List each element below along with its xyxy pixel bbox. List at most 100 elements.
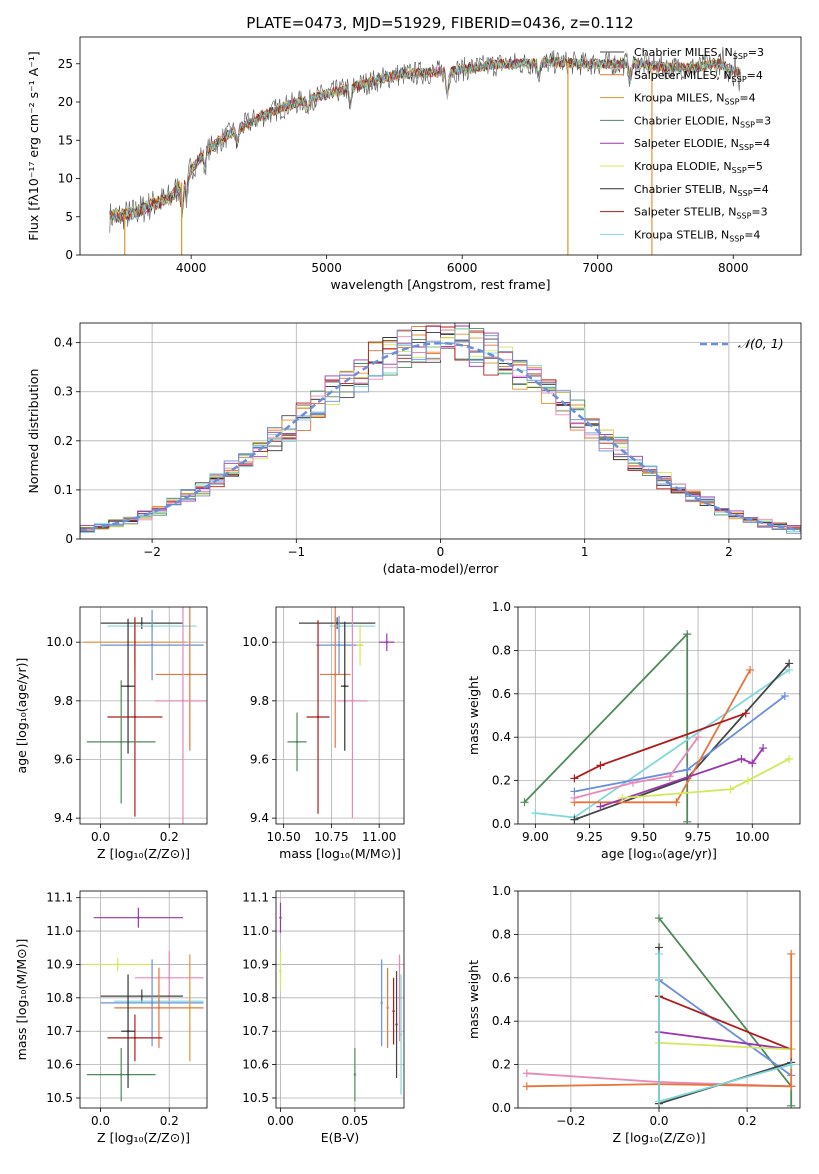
residuals-xtick-label: 1	[581, 545, 589, 559]
data-point	[399, 1033, 403, 1036]
data-point	[133, 715, 137, 719]
mass_vs_ebv-axes: 0.00 0.05 10.5 10.6 10.7 10.8 10.9 11.0 11.1 E(B-…	[242, 890, 405, 1145]
weight_vs_Z-xtick-label: 0.2	[738, 1114, 757, 1128]
data-point	[386, 1006, 389, 1010]
weight_vs_age-ytick-label: 0.4	[492, 730, 511, 744]
data-point	[279, 916, 282, 919]
mass_vs_Z-ytick-label: 10.5	[46, 1091, 73, 1105]
data-point	[316, 715, 320, 719]
legend-entry: Kroupa STELIB, NSSP=4	[634, 228, 760, 243]
data-point	[157, 1006, 161, 1010]
data-point	[188, 1006, 192, 1010]
data-point	[392, 1009, 395, 1013]
weight-point-marker	[746, 665, 755, 674]
weight_vs_age-ytick-label: 0.8	[492, 643, 511, 657]
age_vs_Z-ytick-label: 10.0	[46, 635, 73, 649]
data-point	[168, 976, 171, 979]
legend-entry-value: =3	[748, 46, 764, 59]
age_vs_mass-xtick-label: 10.50	[266, 830, 300, 844]
weight-point-marker	[570, 793, 579, 802]
residuals-xtick-label: −2	[143, 545, 161, 559]
weight-point-marker	[743, 776, 752, 785]
normal-curve	[80, 341, 801, 532]
age_vs_mass-xlabel: mass [log₁₀(M/M⊙)]	[279, 846, 401, 861]
weight-point-marker	[570, 774, 579, 783]
spectrum-frame	[79, 36, 802, 256]
age_vs_Z-xlabel: Z [log₁₀(Z/Z⊙)]	[97, 846, 190, 861]
age_vs_Z-xtick-label: 0.0	[91, 830, 110, 844]
mass_vs_ebv-ytick-label: 10.5	[242, 1091, 269, 1105]
weight-point-marker	[683, 765, 692, 774]
data-point	[395, 1023, 398, 1026]
weight_vs_Z-plot-area	[518, 891, 800, 1108]
legend-entry-name: Salpeter MILES, N	[634, 69, 732, 82]
legend-entry-value: =4	[747, 69, 763, 82]
weight_vs_Z-ytick-label: 0.0	[492, 1101, 511, 1115]
legend-entry-value: =3	[751, 206, 767, 219]
mass_vs_ebv-frame	[275, 890, 405, 1109]
weight-point-marker	[522, 1082, 531, 1091]
residuals-ytick-label: 0.2	[54, 434, 73, 448]
weight-series-line	[622, 758, 790, 799]
figure-title: PLATE=0473, MJD=51929, FIBERID=0436, z=0…	[246, 14, 633, 32]
weight_vs_age-ytick-label: 1.0	[492, 600, 511, 614]
weight_vs_age-axes: 9.00 9.25 9.50 9.75 10.00 0.0 0.2 0.4 0.6 0.8 1.0 a…	[466, 600, 801, 861]
mass_vs_Z-xtick-label: 0.0	[91, 1114, 110, 1128]
mass_vs_Z-ytick-label: 10.9	[46, 957, 73, 971]
data-point	[398, 996, 401, 1000]
ylabel: mass weight	[466, 676, 481, 755]
weight_vs_Z-ytick-label: 0.8	[492, 927, 511, 941]
weight_vs_Z-axes: −0.2 0.0 0.2 0.0 0.2 0.4 0.6 0.8 1.0 Z [log₁₀(Z/Z…	[466, 884, 801, 1145]
weight-point-marker	[785, 659, 794, 668]
residuals-ytick-label: 0	[65, 532, 73, 546]
legend-entry: Chabrier STELIB, NSSP=4	[634, 183, 769, 198]
weight_vs_Z-ytick-label: 0.6	[492, 971, 511, 985]
legend-entry-name: Kroupa MILES, N	[634, 92, 724, 105]
age_vs_mass-xtick-label: 11.00	[362, 830, 396, 844]
spectrum-ytick-label: 5	[65, 210, 73, 224]
mass_vs_Z-axes: 0.0 0.2 10.5 10.6 10.7 10.8 10.9 11.0 11.1 Z [log…	[14, 890, 208, 1145]
residuals-frame	[79, 322, 802, 540]
mass_vs_Z-ytick-label: 10.6	[46, 1058, 73, 1072]
legend-entry: Chabrier ELODIE, NSSP=3	[634, 114, 771, 129]
legend-entry-sub: SSP	[733, 52, 748, 61]
spectrum-xtick-label: 4000	[176, 261, 207, 275]
mass_vs_Z-ytick-label: 11.0	[46, 924, 73, 938]
data-point	[140, 621, 143, 625]
ylabel: Normed distribution	[26, 369, 41, 494]
spectrum-ylabel: Flux [fλ10⁻¹⁷ erg cm⁻² s⁻¹ A⁻¹]	[26, 51, 41, 240]
data-point	[126, 1030, 130, 1033]
data-point	[380, 1001, 383, 1005]
mass_vs_ebv-ytick-label: 11.1	[242, 891, 269, 905]
residuals-xtick-label: −1	[287, 545, 305, 559]
residuals-ytick-label: 0.3	[54, 385, 73, 399]
age_vs_mass-axes: 10.50 10.75 11.00 9.4 9.6 9.8 10.0 mass [log₁₀(…	[242, 606, 405, 861]
spectrum-series-line	[109, 56, 742, 224]
data-point	[279, 969, 282, 973]
legend-entry-sub: SSP	[736, 212, 751, 221]
weight-series-line	[574, 736, 699, 799]
weight-point-marker	[655, 1097, 663, 1106]
weight-series-line	[658, 1042, 792, 1051]
legend-entry-value: =4	[739, 92, 755, 105]
weight-point-marker	[726, 785, 735, 794]
weight-point-marker	[748, 759, 757, 768]
age_vs_Z-xtick-label: 0.2	[160, 830, 179, 844]
weight-series-line	[600, 747, 764, 808]
spectrum-xtick-label: 8000	[718, 261, 749, 275]
legend-entry-value: =3	[755, 114, 771, 127]
weight-series-line	[526, 953, 793, 1088]
legend-entry-sub: SSP	[729, 234, 744, 243]
age_vs_Z-ytick-label: 9.4	[54, 811, 73, 825]
legend-entry: Chabrier MILES, NSSP=3	[634, 46, 764, 61]
weight-point-marker	[737, 754, 746, 763]
legend-entry-sub: SSP	[740, 120, 755, 129]
weight_vs_age-xtick-label: 9.50	[630, 830, 657, 844]
weight-point-marker	[694, 733, 703, 742]
data-point	[295, 740, 299, 744]
data-point	[343, 684, 346, 688]
weight_vs_Z-xlabel: Z [log₁₀(Z/Z⊙)]	[613, 1130, 706, 1145]
weight-point-marker	[787, 949, 796, 958]
